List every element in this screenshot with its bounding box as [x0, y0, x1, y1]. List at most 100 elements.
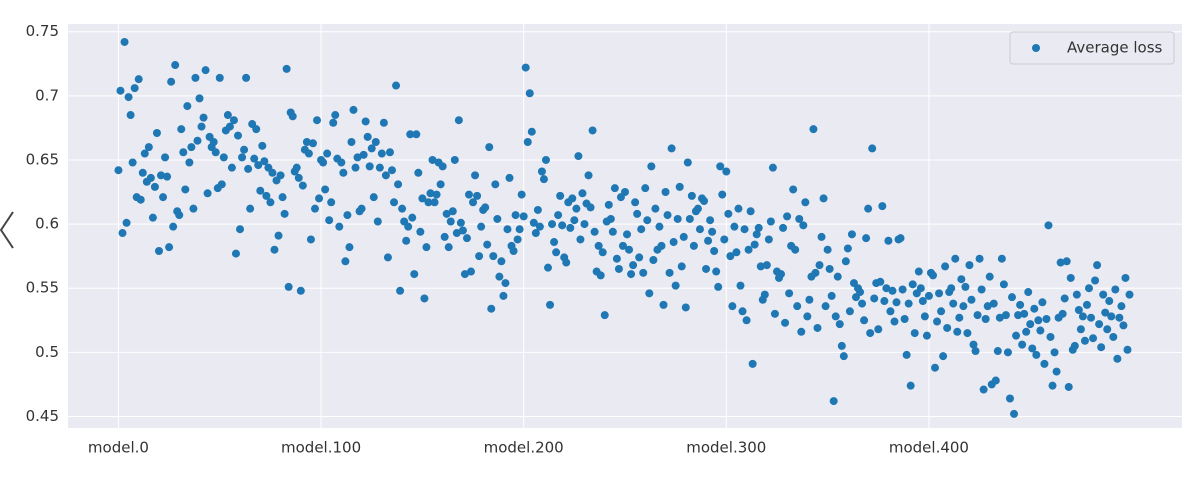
point: [604, 200, 613, 209]
point: [424, 198, 433, 207]
point: [519, 212, 528, 221]
point: [633, 209, 642, 218]
point: [310, 204, 319, 213]
point: [835, 320, 844, 329]
point: [240, 145, 249, 154]
point: [331, 111, 340, 120]
point: [882, 284, 891, 293]
point: [487, 304, 496, 313]
point: [483, 240, 492, 249]
point: [916, 284, 925, 293]
point: [1028, 344, 1037, 353]
point: [159, 193, 168, 202]
point: [768, 163, 777, 172]
point: [126, 111, 135, 120]
point: [250, 154, 259, 163]
point: [521, 63, 530, 72]
point: [282, 64, 291, 73]
point: [985, 272, 994, 281]
point: [876, 277, 885, 286]
point: [928, 271, 937, 280]
point: [477, 222, 486, 231]
point: [746, 207, 755, 216]
point: [1008, 293, 1017, 302]
point: [558, 221, 567, 230]
point: [1060, 294, 1069, 303]
point: [1076, 325, 1085, 334]
point: [639, 268, 648, 277]
point: [450, 155, 459, 164]
point: [1036, 326, 1045, 335]
point: [181, 185, 190, 194]
point: [1018, 340, 1027, 349]
point: [896, 234, 905, 243]
point: [1024, 288, 1033, 297]
point: [892, 298, 901, 307]
point: [280, 209, 289, 218]
point: [410, 270, 419, 279]
point: [813, 323, 822, 332]
point: [327, 198, 336, 207]
point: [574, 152, 583, 161]
point: [588, 126, 597, 135]
point: [199, 113, 208, 122]
point: [246, 204, 255, 213]
point: [965, 261, 974, 270]
point: [933, 317, 942, 326]
point: [426, 189, 435, 198]
point: [657, 241, 666, 250]
point: [402, 236, 411, 245]
point: [1040, 359, 1049, 368]
point: [578, 189, 587, 198]
point: [655, 222, 664, 231]
point: [914, 267, 923, 276]
point: [760, 290, 769, 299]
point: [347, 137, 356, 146]
point: [730, 222, 739, 231]
point: [783, 212, 792, 221]
point: [335, 222, 344, 231]
point: [594, 241, 603, 250]
point: [1052, 367, 1061, 376]
point: [398, 204, 407, 213]
point: [687, 191, 696, 200]
point: [750, 240, 759, 249]
point: [710, 247, 719, 256]
point: [1117, 302, 1126, 311]
point: [562, 258, 571, 267]
point: [420, 294, 429, 303]
point: [456, 218, 465, 227]
point: [762, 261, 771, 270]
point: [1062, 257, 1071, 266]
point: [383, 253, 392, 262]
point: [953, 327, 962, 336]
point: [471, 171, 480, 180]
plot-area: [68, 24, 1182, 428]
point: [452, 229, 461, 238]
point: [533, 205, 542, 214]
point: [323, 149, 332, 158]
point: [321, 185, 330, 194]
point: [341, 257, 350, 266]
point: [659, 300, 668, 309]
point: [491, 180, 500, 189]
point: [714, 282, 723, 291]
point: [396, 286, 405, 295]
point: [841, 257, 850, 266]
point: [1001, 311, 1010, 320]
point: [1048, 381, 1057, 390]
point: [444, 243, 453, 252]
x-tick-label: model.200: [484, 439, 564, 457]
point: [531, 229, 540, 238]
point: [663, 211, 672, 220]
point: [541, 155, 550, 164]
point: [799, 221, 808, 230]
back-chevron[interactable]: [0, 211, 14, 249]
point: [989, 299, 998, 308]
point: [870, 294, 879, 303]
point: [152, 129, 161, 138]
point: [175, 211, 184, 220]
point: [612, 254, 621, 263]
point: [801, 198, 810, 207]
